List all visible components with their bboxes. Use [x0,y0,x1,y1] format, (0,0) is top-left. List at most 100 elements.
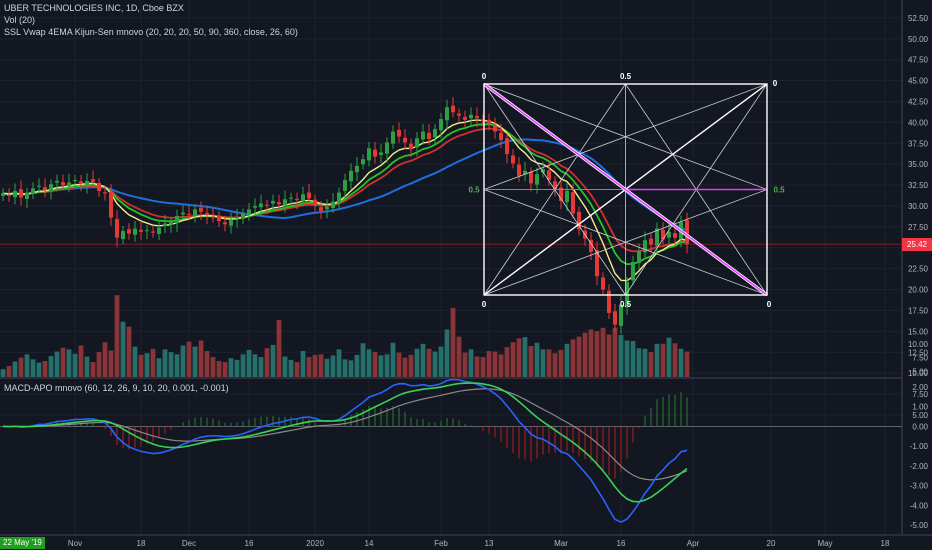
candle [121,226,125,244]
candle-body [73,180,77,182]
volume-bar [222,362,228,377]
price-tick-label: 12.50 [908,348,929,357]
volume-bar [96,352,102,377]
candle [205,205,209,225]
volume-bar [618,334,624,377]
price-tick-label: 20.00 [908,286,929,295]
candle [571,183,575,219]
candle-body [481,119,485,122]
candle [487,113,491,131]
candle-body [247,209,251,215]
volume-bar [342,359,348,377]
volume-bar [492,351,498,377]
candle [481,114,485,127]
candle-body [493,125,497,132]
candle [253,198,257,215]
candle [223,215,227,232]
volume-bar [438,346,444,377]
gann-box: 0 0.5 0 0.5 0.5 0 0.5 0 [468,72,785,309]
volume-bar [240,354,246,377]
candle [577,206,581,236]
candle-body [133,228,137,235]
volume-bars [0,295,690,377]
candle [55,174,59,192]
candle-body [625,282,629,306]
volume-bar [210,357,216,377]
candle-body [433,129,437,138]
time-tick-label: 20 [767,539,776,548]
volume-bar [576,336,582,377]
candle-body [559,187,563,201]
candle [673,228,677,245]
candle [349,163,353,190]
volume-bar [270,344,276,377]
volume-bar [552,353,558,377]
candle [265,199,269,215]
candle [241,208,245,224]
volume-bar [294,362,300,377]
candle [343,173,347,198]
volume-tick-label: 7.50 [912,354,928,363]
candle [355,157,359,182]
candle-body [97,182,101,191]
volume-bar [420,343,426,377]
volume-bar [228,358,234,377]
volume-bar [570,339,576,377]
gann-label: 0.5 [620,72,632,81]
candle [97,177,101,197]
candle-body [361,159,365,165]
price-tick-label: 7.50 [912,390,928,399]
candle [289,192,293,206]
candle [67,173,71,193]
candle [613,303,617,332]
candle-body [505,138,509,155]
candle [151,225,155,238]
candle [637,243,641,270]
volume-bar [450,307,456,377]
candle-body [403,137,407,143]
candle-body [475,116,479,119]
price-tick-label: 52.50 [908,14,929,23]
price-tick-label: 32.50 [908,181,929,190]
volume-bar [390,342,396,377]
volume-bar [276,320,282,377]
candle-body [517,164,521,176]
candle-body [565,190,569,203]
candle [229,212,233,234]
candle [361,154,365,170]
candle-body [79,181,83,184]
candle-body [169,221,173,225]
gann-label: 0 [482,72,487,81]
volume-bar [78,345,84,377]
symbol-title: UBER TECHNOLOGIES INC, 1D, Cboe BZX [4,3,184,13]
candle [469,107,473,127]
candle-body [241,213,245,219]
candle-body [655,228,659,246]
candle [493,117,497,139]
candle-body [139,229,143,232]
candle-body [439,119,443,131]
candle [283,190,287,213]
candle-body [613,311,617,325]
candle [103,185,107,201]
volume-bar [456,336,462,377]
volume-bar [624,340,630,377]
volume-bar [360,343,366,377]
candle [43,178,47,198]
candle-body [337,192,341,204]
ema-red-line [2,127,688,253]
candle [661,222,665,245]
volume-bar [66,349,72,377]
candle-body [421,131,425,140]
candle-body [265,204,269,206]
volume-bar [396,352,402,377]
candle [367,142,371,167]
candle [475,107,479,128]
candle-body [577,211,581,230]
candle-body [331,201,335,209]
volume-bar [138,354,144,377]
volume-bar [600,327,606,377]
volume-bar [366,349,372,377]
candle [517,157,521,182]
